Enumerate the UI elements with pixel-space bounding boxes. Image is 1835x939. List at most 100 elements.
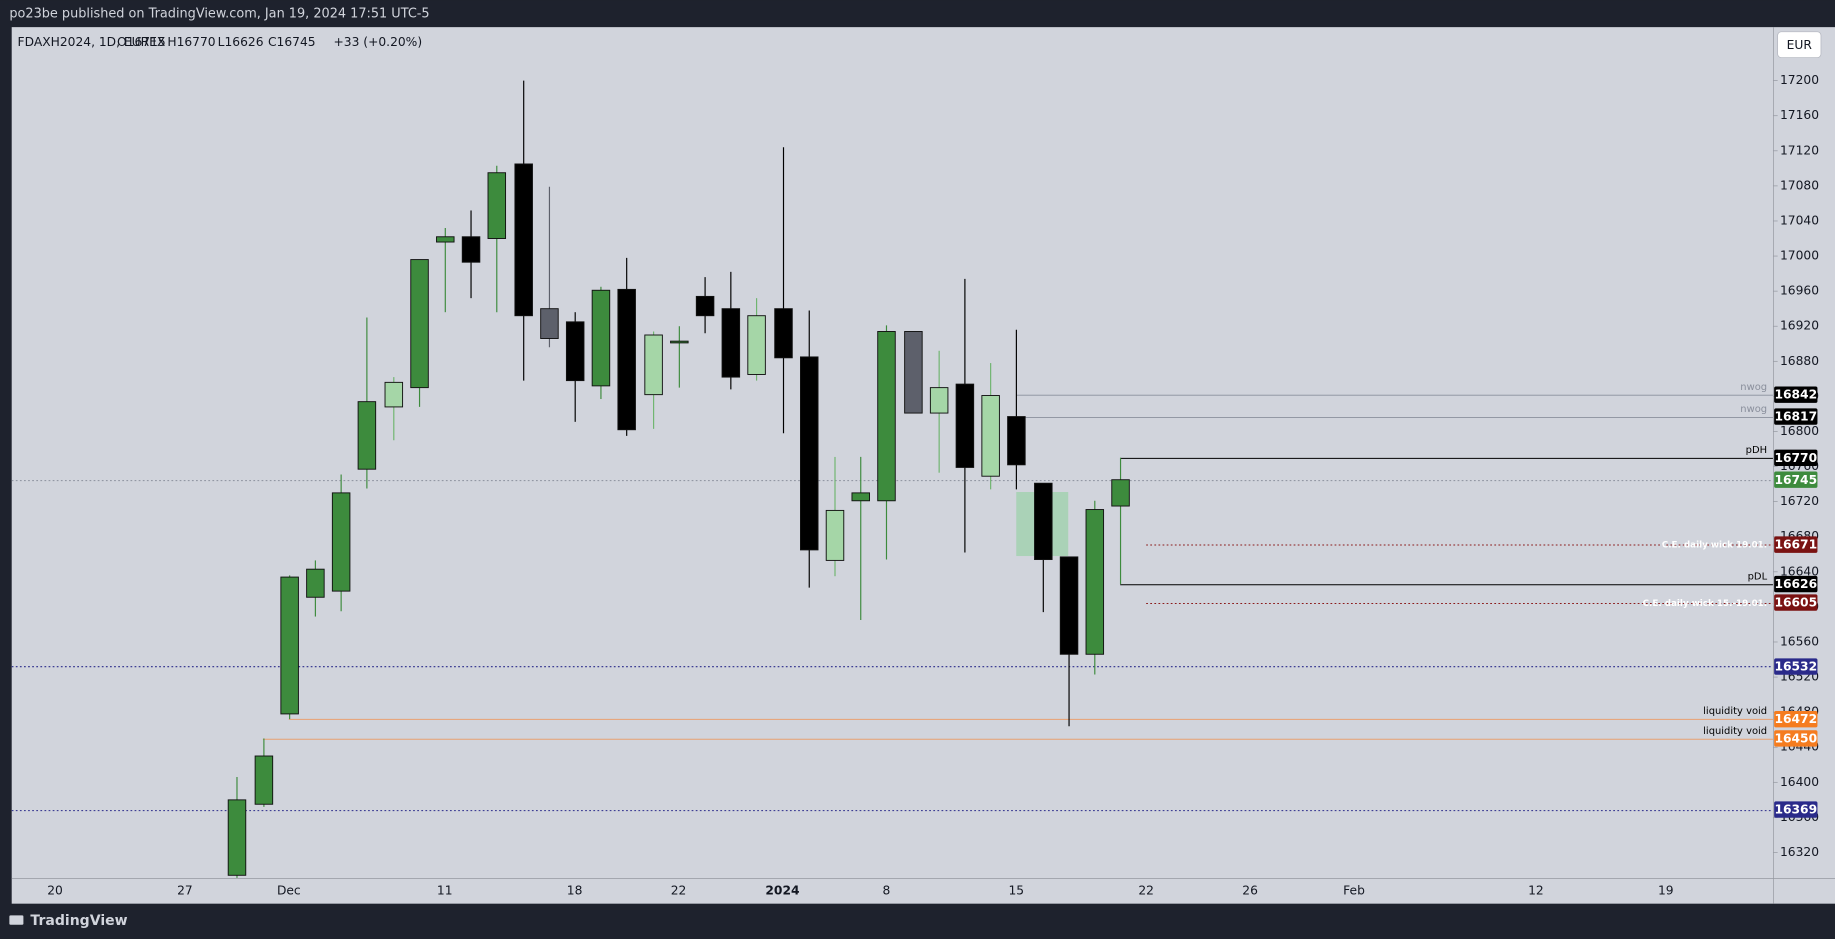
price-tag-label: 16626: [1774, 577, 1817, 591]
candle-body: [384, 381, 404, 408]
level-label: C.E. daily wick 15.-19.01.: [1643, 599, 1768, 609]
candle-body: [1085, 509, 1105, 655]
x-tick-label: 11: [437, 883, 453, 897]
legend-close: C16745: [268, 35, 316, 49]
level-label: C.E. daily wick 19.01.: [1662, 540, 1767, 550]
candle-body: [1007, 416, 1026, 466]
price-tag-label: 16532: [1774, 660, 1817, 674]
candle-body: [721, 308, 741, 378]
candle-body: [461, 236, 481, 263]
legend-change: +33 (+0.20%): [334, 35, 423, 49]
x-tick-label: 27: [177, 883, 193, 897]
candle-body: [565, 321, 585, 382]
candle-body: [851, 492, 870, 502]
candle-body: [695, 295, 715, 317]
candle-body: [487, 172, 507, 239]
price-tag-label: 16671: [1774, 538, 1817, 552]
y-tick-label: 17040: [1780, 213, 1819, 227]
y-tick-label: 16960: [1780, 284, 1819, 298]
candle-body: [929, 387, 949, 414]
currency-button[interactable]: [1777, 31, 1822, 58]
y-tick-label: 17000: [1780, 249, 1819, 263]
x-tick-label: 26: [1242, 883, 1258, 897]
x-tick-label: 12: [1528, 883, 1544, 897]
footer-logo: TradingView: [9, 913, 128, 929]
plot-area: [11, 27, 1835, 904]
candle-body: [825, 509, 845, 561]
price-tag: [1774, 594, 1818, 611]
candle-body: [436, 236, 455, 243]
candle-body: [877, 331, 896, 502]
logo-mark: [9, 915, 24, 925]
y-tick-label: 16400: [1780, 775, 1819, 789]
y-tick-label: 16800: [1780, 424, 1819, 438]
candle-body: [644, 334, 663, 396]
y-tick-label: 17080: [1780, 178, 1819, 192]
currency-label[interactable]: EUR: [1787, 38, 1813, 52]
y-tick-label: 16320: [1780, 845, 1819, 859]
price-tag-label: 16369: [1774, 803, 1817, 817]
price-tag: [1774, 449, 1818, 466]
level-label: pDL: [1748, 572, 1768, 583]
y-tick-label: 17200: [1780, 73, 1819, 87]
plot-layer: [11, 80, 1773, 878]
x-tick-label: 8: [882, 883, 890, 897]
candle-body: [1034, 482, 1053, 561]
candle-body: [306, 568, 325, 598]
candle-body: [617, 288, 636, 431]
price-tag: [1774, 710, 1818, 728]
x-tick-label: 22: [1138, 883, 1154, 897]
header: po23be published on TradingView.com, Jan…: [9, 7, 429, 22]
candle-body: [514, 163, 533, 317]
candle-body: [800, 356, 819, 551]
price-tag-label: 16745: [1774, 473, 1817, 487]
price-tag-label: 16605: [1774, 596, 1817, 610]
candle-body: [904, 331, 923, 414]
legend-high: H16770: [167, 35, 215, 49]
y-tick-label: 16920: [1780, 319, 1819, 333]
candle-body: [981, 395, 1000, 477]
candle-body: [540, 308, 559, 339]
x-tick-label: 2024: [765, 883, 799, 897]
candle-body: [774, 308, 793, 359]
candle-body: [410, 259, 429, 389]
price-tag: [1774, 386, 1818, 403]
y-tick-label: 17160: [1780, 108, 1819, 122]
legend-low: L16626: [218, 35, 264, 49]
price-tag: [1774, 536, 1818, 553]
x-tick-label: 20: [47, 883, 63, 897]
y-tick-label: 16880: [1780, 354, 1819, 368]
price-tag-label: 16817: [1774, 410, 1817, 424]
candle-body: [227, 799, 247, 876]
x-tick-label: Feb: [1343, 883, 1365, 897]
legend-open: O16715: [117, 35, 166, 49]
price-tag-label: 16770: [1774, 451, 1817, 465]
candle-body: [747, 315, 766, 375]
candle-body: [331, 492, 351, 592]
y-tick-label: 16720: [1780, 494, 1819, 508]
candle-body: [670, 340, 689, 344]
level-label: liquidity void: [1703, 706, 1767, 717]
level-label: nwog: [1740, 404, 1767, 415]
price-tag: [1774, 801, 1818, 818]
x-tick-label: Dec: [277, 883, 301, 897]
price-tag-label: 16472: [1774, 712, 1817, 726]
y-tick-label: 16640: [1780, 564, 1819, 578]
legend-symbol: FDAXH2024, 1D, EUREX: [18, 35, 166, 49]
level-label: nwog: [1740, 382, 1767, 393]
candle-body: [591, 289, 611, 387]
candle-body: [1111, 479, 1130, 507]
price-tag-label: 16842: [1774, 388, 1817, 402]
price-tag: [1774, 730, 1818, 747]
price-tag: [1774, 471, 1818, 488]
footer-text: TradingView: [30, 913, 127, 929]
candle-body: [280, 576, 299, 715]
level-label: liquidity void: [1703, 726, 1767, 737]
price-tag: [1774, 658, 1818, 675]
price-tag: [1774, 408, 1818, 425]
level-label: pDH: [1746, 445, 1767, 456]
candle-body: [357, 401, 377, 470]
x-tick-label: 22: [671, 883, 687, 897]
